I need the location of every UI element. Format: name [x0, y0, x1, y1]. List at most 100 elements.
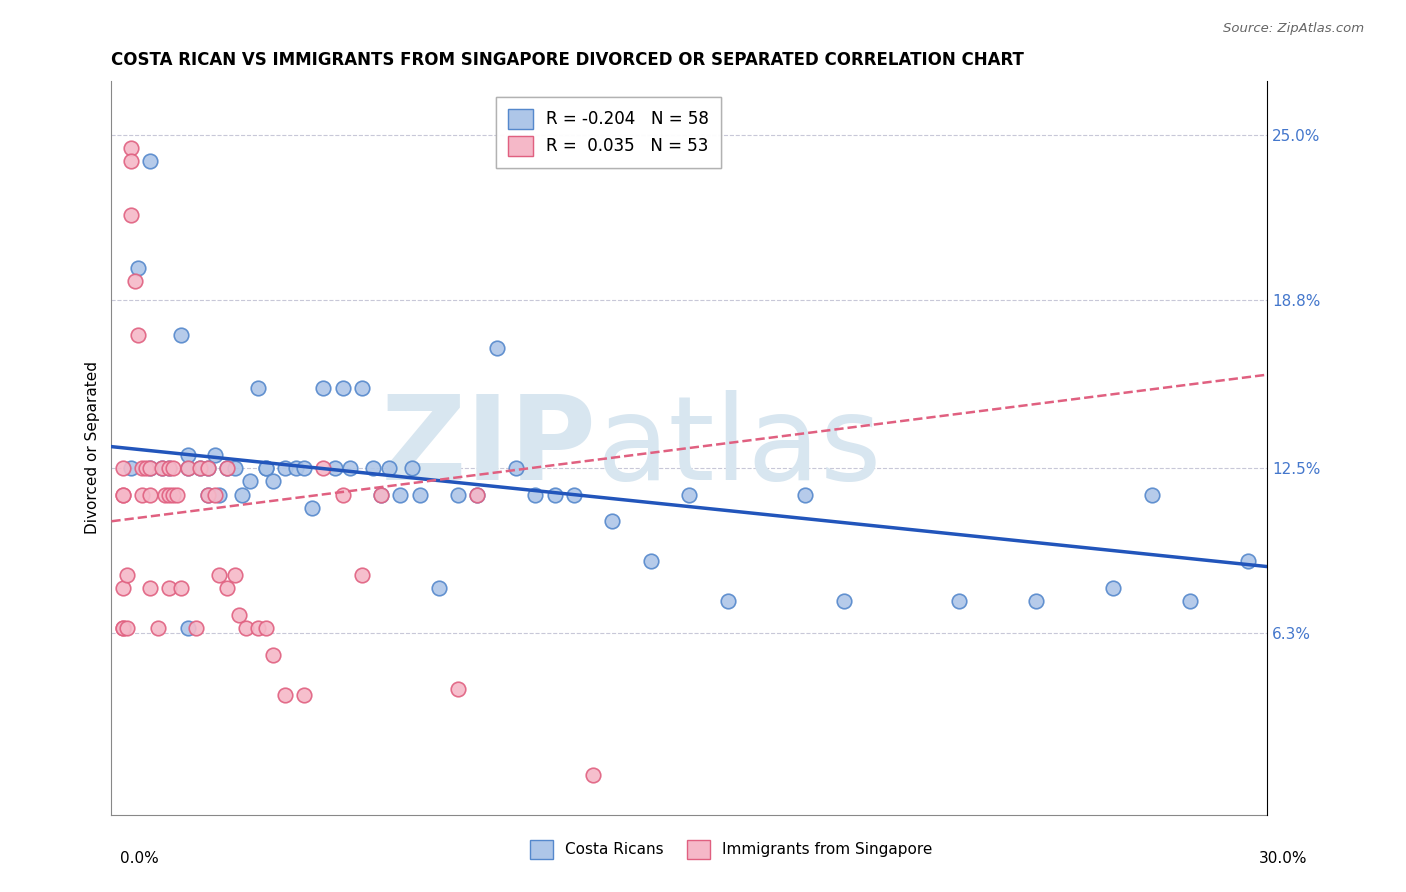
Text: 0.0%: 0.0% [120, 851, 159, 865]
Point [224, 461, 246, 475]
Point [235, 621, 257, 635]
Point [524, 487, 547, 501]
Point [262, 648, 284, 662]
Point [111, 621, 134, 635]
Point [239, 475, 262, 489]
Point [543, 487, 565, 501]
Point [197, 487, 219, 501]
Point [157, 461, 180, 475]
Point [447, 487, 470, 501]
Point [485, 341, 508, 355]
Legend: R = -0.204   N = 58, R =  0.035   N = 53: R = -0.204 N = 58, R = 0.035 N = 53 [496, 97, 721, 168]
Point [401, 461, 423, 475]
Point [292, 461, 315, 475]
Point [678, 487, 700, 501]
Point [640, 554, 662, 568]
Point [170, 327, 193, 342]
Point [188, 461, 211, 475]
Point [120, 461, 142, 475]
Point [378, 461, 401, 475]
Point [197, 461, 219, 475]
Point [254, 621, 277, 635]
Point [332, 487, 354, 501]
Point [254, 461, 277, 475]
Point [1140, 487, 1163, 501]
Point [582, 767, 605, 781]
Point [111, 621, 134, 635]
Point [1180, 594, 1202, 608]
Point [1025, 594, 1047, 608]
Point [370, 487, 392, 501]
Point [215, 461, 238, 475]
Point [204, 487, 226, 501]
Point [139, 461, 162, 475]
Point [150, 461, 173, 475]
Point [188, 461, 211, 475]
Point [111, 487, 134, 501]
Point [467, 487, 489, 501]
Point [323, 461, 346, 475]
Point [389, 487, 412, 501]
Point [155, 487, 177, 501]
Point [370, 487, 392, 501]
Point [447, 682, 470, 697]
Point [115, 621, 138, 635]
Point [177, 621, 200, 635]
Point [139, 581, 162, 595]
Text: Source: ZipAtlas.com: Source: ZipAtlas.com [1223, 22, 1364, 36]
Point [162, 487, 184, 501]
Point [150, 461, 173, 475]
Point [157, 487, 180, 501]
Point [177, 448, 200, 462]
Point [139, 487, 162, 501]
Point [292, 688, 315, 702]
Point [177, 461, 200, 475]
Y-axis label: Divorced or Separated: Divorced or Separated [86, 361, 100, 534]
Point [231, 487, 253, 501]
Point [157, 581, 180, 595]
Point [186, 621, 208, 635]
Point [301, 500, 323, 515]
Point [1102, 581, 1125, 595]
Point [467, 487, 489, 501]
Point [254, 461, 277, 475]
Point [170, 581, 193, 595]
Point [115, 567, 138, 582]
Point [363, 461, 385, 475]
Point [139, 461, 162, 475]
Point [197, 461, 219, 475]
Point [120, 141, 142, 155]
Point [285, 461, 308, 475]
Text: ZIP: ZIP [381, 391, 598, 506]
Point [224, 567, 246, 582]
Point [794, 487, 817, 501]
Point [262, 475, 284, 489]
Point [246, 381, 269, 395]
Point [124, 274, 146, 288]
Text: COSTA RICAN VS IMMIGRANTS FROM SINGAPORE DIVORCED OR SEPARATED CORRELATION CHART: COSTA RICAN VS IMMIGRANTS FROM SINGAPORE… [111, 51, 1025, 69]
Point [246, 621, 269, 635]
Point [204, 448, 226, 462]
Point [409, 487, 432, 501]
Point [274, 688, 297, 702]
Point [162, 461, 184, 475]
Point [717, 594, 740, 608]
Point [215, 581, 238, 595]
Point [157, 461, 180, 475]
Point [215, 461, 238, 475]
Point [208, 487, 231, 501]
Point [111, 461, 134, 475]
Point [146, 621, 169, 635]
Point [832, 594, 855, 608]
Point [228, 607, 250, 622]
Point [1237, 554, 1260, 568]
Point [312, 461, 335, 475]
Point [312, 381, 335, 395]
Point [135, 461, 157, 475]
Text: atlas: atlas [598, 391, 883, 506]
Point [127, 327, 149, 342]
Point [197, 487, 219, 501]
Point [127, 260, 149, 275]
Point [602, 514, 624, 528]
Point [131, 461, 153, 475]
